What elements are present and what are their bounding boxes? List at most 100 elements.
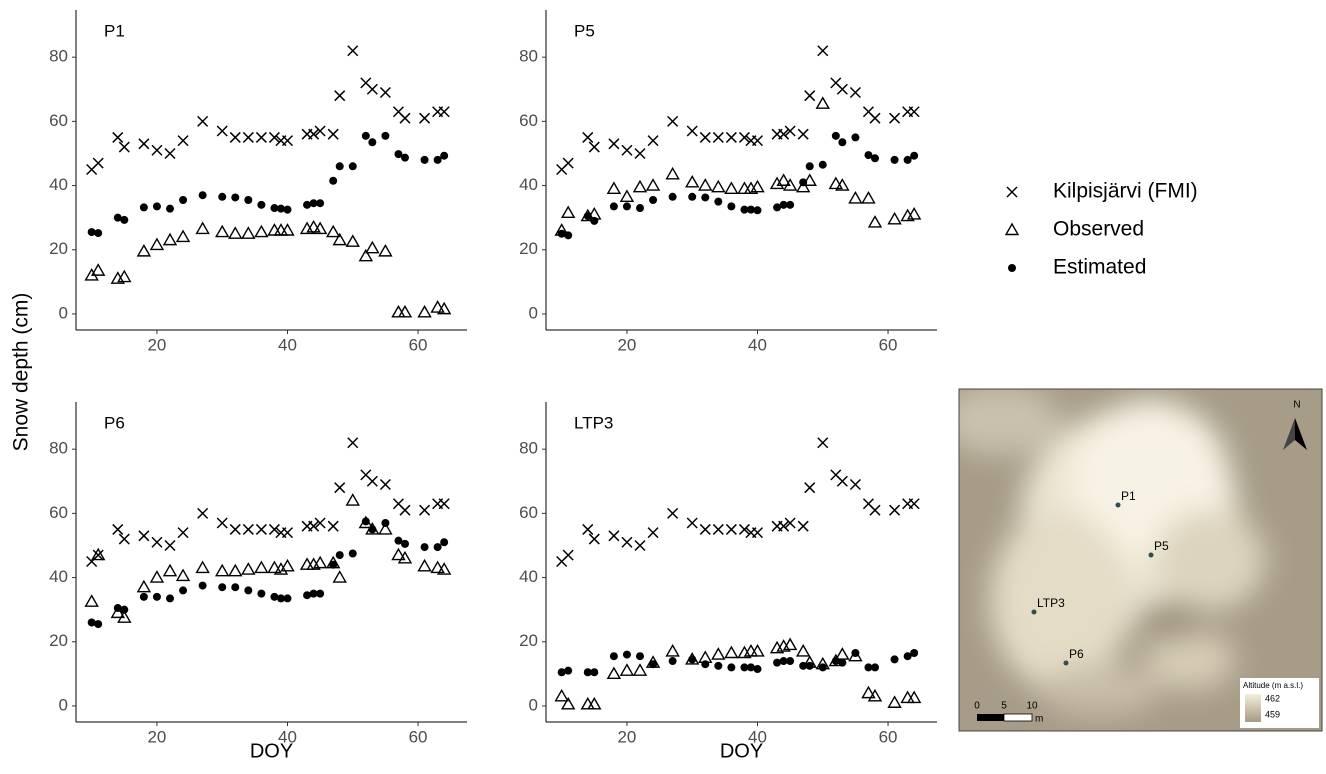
triangle-marker <box>712 181 724 192</box>
triangle-marker <box>862 192 874 203</box>
x-tick-label: 40 <box>748 335 767 354</box>
cross-marker <box>367 84 377 94</box>
circle-marker <box>153 593 161 601</box>
circle-marker <box>819 161 827 169</box>
legend-label: Estimated <box>1053 256 1146 279</box>
cross-marker <box>798 129 808 139</box>
circle-marker <box>218 583 226 591</box>
circle-marker <box>891 655 899 663</box>
scale-label: 5 <box>1001 701 1007 712</box>
triangle-marker <box>699 180 711 191</box>
triangle-marker <box>556 690 568 701</box>
figure: Snow depth (cm) N P1 P5 LTP3 P6 <box>0 0 1326 769</box>
circle-marker <box>199 191 207 199</box>
cross-marker <box>609 531 619 541</box>
circle-marker <box>786 657 794 665</box>
circle-marker <box>231 583 239 591</box>
cross-marker <box>890 113 900 123</box>
circle-marker <box>891 156 899 164</box>
circle-marker <box>590 668 598 676</box>
circle-marker <box>140 203 148 211</box>
cross-marker <box>439 499 449 509</box>
site-label: LTP3 <box>1037 596 1065 610</box>
circle-marker <box>199 582 207 590</box>
y-tick-label: 40 <box>49 567 68 586</box>
y-tick-label: 60 <box>519 503 538 522</box>
cross-marker <box>400 505 410 515</box>
cross-marker <box>119 142 129 152</box>
circle-marker <box>727 663 735 671</box>
cross-marker <box>282 136 292 146</box>
circle-marker <box>753 665 761 673</box>
legend-label: Kilpisjärvi (FMI) <box>1053 180 1198 203</box>
circle-marker <box>701 193 709 201</box>
circle-marker <box>910 649 918 657</box>
cross-marker <box>165 148 175 158</box>
cross-marker <box>752 136 762 146</box>
cross-marker <box>113 524 123 534</box>
triangle-marker <box>216 226 228 237</box>
cross-marker <box>335 483 345 493</box>
cross-marker <box>328 129 338 139</box>
scale-label: m <box>1035 714 1043 725</box>
circle-marker <box>851 133 859 141</box>
triangle-marker <box>229 228 241 239</box>
circle-marker <box>381 132 389 140</box>
triangle-marker <box>869 216 881 227</box>
cross-marker <box>139 531 149 541</box>
cross-marker <box>700 524 710 534</box>
triangle-marker <box>164 565 176 576</box>
triangle-marker <box>255 562 267 573</box>
cross-marker <box>890 505 900 515</box>
circle-marker <box>871 663 879 671</box>
cross-marker <box>243 132 253 142</box>
map-legend-value: 462 <box>1265 693 1280 703</box>
site-label: P1 <box>1121 489 1136 503</box>
circle-marker <box>257 590 265 598</box>
cross-marker <box>113 132 123 142</box>
y-tick-label: 40 <box>519 175 538 194</box>
triangle-marker <box>138 581 150 592</box>
x-tick-label: 40 <box>278 335 297 354</box>
cross-marker <box>687 126 697 136</box>
circle-marker <box>153 202 161 210</box>
circle-marker <box>799 178 807 186</box>
triangle-marker <box>634 665 646 676</box>
site-point <box>1032 610 1037 615</box>
cross-marker <box>687 518 697 528</box>
circle-marker <box>368 138 376 146</box>
circle-marker <box>806 662 814 670</box>
circle-marker <box>851 649 859 657</box>
cross-marker <box>256 524 266 534</box>
cross-marker <box>798 521 808 531</box>
triangle-marker <box>562 207 574 218</box>
triangle-marker <box>86 596 98 607</box>
circle-marker <box>283 594 291 602</box>
triangle-marker <box>392 549 404 560</box>
cross-marker <box>439 107 449 117</box>
circle-marker <box>649 196 657 204</box>
x-tick-label: 60 <box>879 727 898 746</box>
triangle-marker <box>334 572 346 583</box>
circle-marker <box>714 662 722 670</box>
circle-marker <box>564 231 572 239</box>
circle-marker <box>623 202 631 210</box>
triangle-marker <box>334 234 346 245</box>
y-tick-label: 0 <box>59 303 68 322</box>
circle-marker <box>610 652 618 660</box>
circle-marker <box>166 205 174 213</box>
circle-marker <box>218 193 226 201</box>
site-point <box>1064 661 1069 666</box>
triangle-marker <box>347 236 359 247</box>
cross-marker <box>850 479 860 489</box>
cross-marker <box>609 139 619 149</box>
cross-marker <box>713 524 723 534</box>
site-label: P5 <box>1154 539 1169 553</box>
circle-marker <box>179 196 187 204</box>
circle-marker <box>564 667 572 675</box>
cross-marker <box>648 528 658 538</box>
triangle-marker <box>608 183 620 194</box>
legend-marker <box>1007 187 1017 197</box>
triangle-marker <box>419 560 431 571</box>
circle-marker <box>316 199 324 207</box>
